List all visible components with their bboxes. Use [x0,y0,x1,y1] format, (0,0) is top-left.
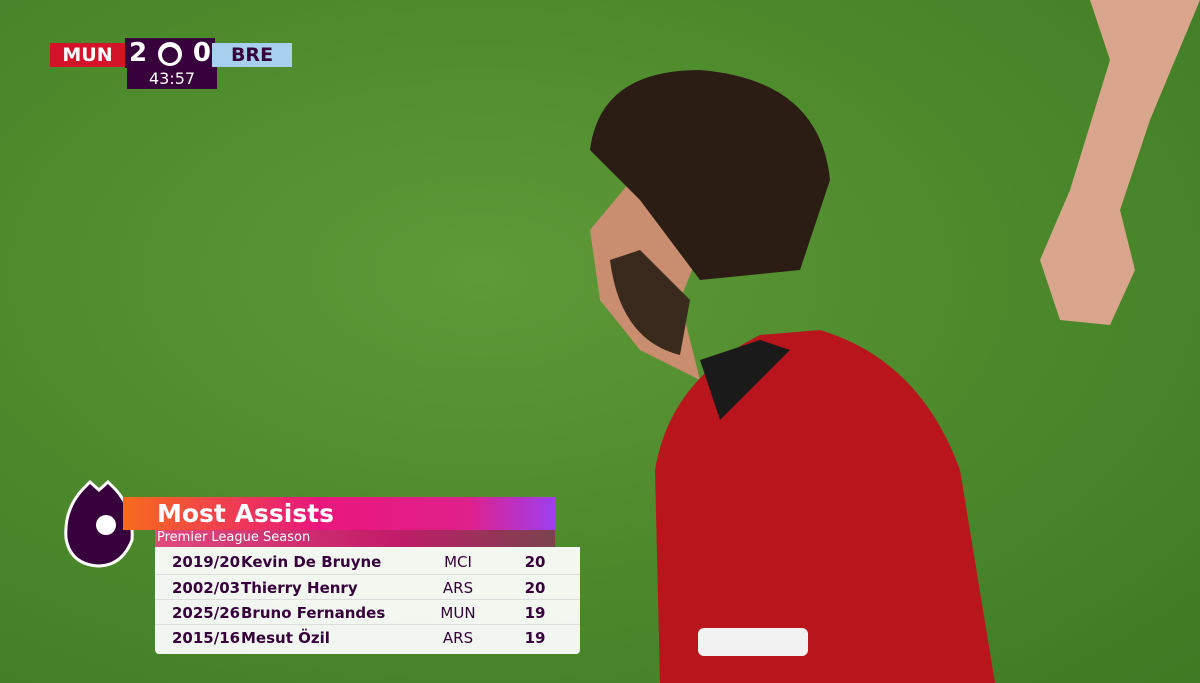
season: 2015/16 [172,629,241,647]
assists: 20 [524,579,546,597]
assists: 19 [524,629,546,647]
team: MUN [440,604,476,622]
assists: 20 [524,553,546,571]
away-score: 0 [192,38,211,68]
table-row: 2015/16 Mesut Özil ARS 19 [155,624,580,650]
player-name: Bruno Fernandes [241,604,386,622]
team: ARS [442,579,474,597]
home-team: MUN [50,43,125,67]
season: 2025/26 [172,604,241,622]
graphic-title: Most Assists [157,499,334,528]
assists-table: 2019/20 Kevin De Bruyne MCI 20 2002/03 Thierr… [155,547,580,654]
score: 2 0 [125,38,215,68]
player-name: Kevin De Bruyne [241,553,382,571]
league-logo [158,42,182,66]
table-row: 2019/20 Kevin De Bruyne MCI 20 [155,549,580,574]
table-row: 2002/03 Thierry Henry ARS 20 [155,574,580,600]
team: ARS [442,629,474,647]
graphic-header: Most Assists [123,497,555,530]
subtitle-strip: Premier League Season [155,530,555,547]
home-score: 2 [129,38,148,68]
graphic-subtitle: Premier League Season [157,530,311,545]
player-name: Thierry Henry [241,579,358,597]
table-row: 2025/26 Bruno Fernandes MUN 19 [155,599,580,625]
season: 2019/20 [172,553,241,571]
match-clock: 43:57 [127,67,217,89]
season: 2002/03 [172,579,241,597]
team: MCI [444,553,472,571]
assists: 19 [524,604,546,622]
player-name: Mesut Özil [241,629,330,647]
away-team: BRE [212,43,292,67]
